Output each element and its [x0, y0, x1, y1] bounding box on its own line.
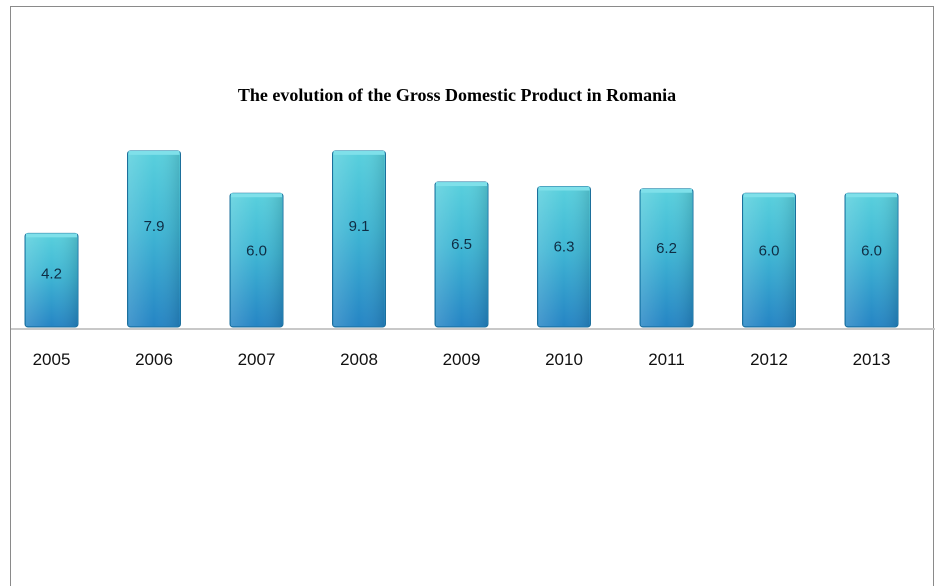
x-tick-label-2012: 2012	[750, 350, 788, 369]
x-tick-label-2013: 2013	[853, 350, 891, 369]
data-label-2009: 6.5	[451, 236, 472, 253]
data-label-2005: 4.2	[41, 266, 62, 283]
x-tick-label-2011: 2011	[648, 350, 685, 369]
x-tick-label-2010: 2010	[545, 350, 583, 369]
data-label-2008: 9.1	[349, 218, 370, 235]
bar-sheen-2008	[333, 151, 385, 326]
bar-cap-2007	[231, 193, 282, 198]
x-tick-label-2006: 2006	[135, 350, 173, 369]
x-tick-label-2009: 2009	[443, 350, 481, 369]
chart-title: The evolution of the Gross Domestic Prod…	[237, 85, 677, 105]
bar-cap-2005	[26, 233, 77, 238]
bar-cap-2009	[436, 182, 487, 187]
bar-cap-2011	[641, 188, 692, 193]
bar-cap-2012	[743, 193, 795, 198]
bar-sheen-2007	[231, 194, 282, 326]
data-label-2007: 6.0	[246, 242, 267, 259]
chart-frame: The evolution of the Gross Domestic Prod…	[10, 6, 935, 586]
bar-cap-2010	[538, 186, 590, 191]
x-tick-label-2005: 2005	[33, 350, 71, 369]
bar-sheen-2011	[641, 189, 692, 326]
bar-sheen-2006	[128, 151, 180, 326]
bar-sheen-2005	[26, 234, 77, 326]
data-label-2013: 6.0	[861, 242, 882, 259]
bar-sheen-2009	[436, 183, 487, 326]
data-label-2006: 7.9	[144, 218, 165, 235]
bar-sheen-2012	[743, 194, 795, 326]
data-label-2010: 6.3	[554, 239, 575, 256]
data-label-2011: 6.2	[656, 240, 677, 257]
bar-cap-2006	[128, 150, 180, 155]
bar-chart: 4.2 2005 7.9 2006 6.0 2007 9.1 2008 6.5 2009 6.3 20…	[11, 150, 935, 369]
bar-sheen-2013	[846, 194, 897, 326]
x-tick-label-2008: 2008	[340, 350, 378, 369]
bar-cap-2008	[333, 150, 385, 155]
bar-cap-2013	[846, 193, 897, 198]
x-tick-label-2007: 2007	[238, 350, 276, 369]
bar-sheen-2010	[538, 187, 590, 326]
data-label-2012: 6.0	[759, 242, 780, 259]
